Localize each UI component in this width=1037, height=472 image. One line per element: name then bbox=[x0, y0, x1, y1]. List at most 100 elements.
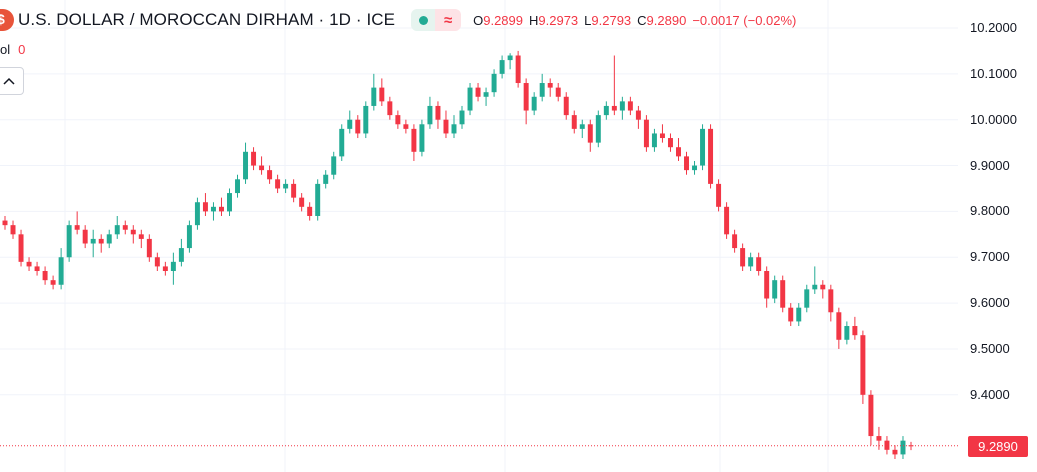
candle-body bbox=[339, 128, 345, 157]
candle-body bbox=[860, 335, 866, 395]
candle-body bbox=[307, 206, 313, 216]
candle-body bbox=[539, 83, 545, 97]
market-status-pill[interactable]: ≈ bbox=[411, 9, 462, 31]
low-label: L bbox=[584, 12, 592, 28]
candle-body bbox=[202, 202, 208, 212]
candle-body bbox=[563, 96, 569, 116]
candle-body bbox=[218, 206, 224, 212]
price-axis-tick-label: 9.7000 bbox=[970, 249, 1010, 265]
candle-body bbox=[106, 234, 112, 244]
candle-body bbox=[491, 73, 497, 93]
price-axis-tick-label: 9.6000 bbox=[970, 295, 1010, 311]
candle-body bbox=[363, 105, 369, 134]
candle-body bbox=[347, 119, 353, 129]
candle-body bbox=[467, 87, 473, 111]
candle-body bbox=[740, 248, 746, 267]
price-axis-tick-label: 10.0000 bbox=[970, 111, 1017, 127]
candle-body bbox=[58, 257, 64, 285]
candle-body bbox=[178, 248, 184, 262]
candle-body bbox=[716, 183, 722, 207]
candle-body bbox=[291, 183, 297, 198]
candle-body bbox=[788, 307, 794, 322]
symbol-logo: $ bbox=[0, 9, 14, 31]
candle-body bbox=[804, 289, 810, 308]
volume-legend: ol 0 bbox=[0, 42, 25, 57]
candle-body bbox=[876, 436, 882, 441]
open-label: O bbox=[473, 12, 484, 28]
candle-body bbox=[186, 225, 192, 249]
candle-body bbox=[146, 238, 152, 258]
symbol-title[interactable]: U.S. DOLLAR / MOROCCAN DIRHAM · 1D · ICE bbox=[18, 10, 396, 29]
candle-body bbox=[427, 105, 433, 125]
market-open-indicator[interactable] bbox=[411, 9, 436, 31]
candle-body bbox=[708, 128, 714, 184]
candle-body bbox=[26, 261, 32, 267]
candle-body bbox=[10, 225, 16, 235]
candle-body bbox=[259, 165, 265, 171]
candle-body bbox=[667, 138, 673, 148]
chart-header: $ U.S. DOLLAR / MOROCCAN DIRHAM · 1D · I… bbox=[0, 7, 796, 33]
candle-body bbox=[419, 124, 425, 152]
candle-body bbox=[523, 83, 529, 111]
candle-body bbox=[828, 289, 834, 313]
volume-value: 0 bbox=[18, 42, 26, 57]
candle-body bbox=[371, 87, 377, 106]
change-value: −0.0017 (−0.02%) bbox=[692, 12, 797, 28]
candle-body bbox=[756, 257, 762, 272]
candle-body bbox=[267, 170, 273, 180]
ohlc-values: O 9.2899 H 9.2973 L 9.2793 C 9.2890 −0.0017 … bbox=[467, 13, 796, 28]
candle-body bbox=[587, 124, 593, 143]
candle-body bbox=[724, 206, 730, 235]
candle-body bbox=[643, 119, 649, 148]
candle-body bbox=[772, 280, 778, 299]
candle-body bbox=[387, 101, 393, 116]
dollar-icon: $ bbox=[0, 11, 5, 27]
candle-body bbox=[684, 156, 689, 171]
candle-body bbox=[162, 266, 168, 272]
candle-body bbox=[18, 234, 24, 262]
candle-body bbox=[908, 445, 914, 447]
candle-body bbox=[82, 229, 88, 244]
candle-body bbox=[627, 101, 633, 111]
candle-body bbox=[283, 183, 289, 189]
candle-body bbox=[154, 257, 160, 267]
volume-label: ol bbox=[0, 42, 11, 57]
candle-body bbox=[235, 179, 240, 194]
candle-body bbox=[595, 115, 601, 143]
candle-body bbox=[748, 257, 754, 267]
candle-body bbox=[700, 128, 706, 166]
candle-body bbox=[451, 124, 457, 134]
candle-body bbox=[796, 307, 802, 322]
candle-body bbox=[315, 183, 321, 216]
candle-body bbox=[243, 151, 249, 180]
close-value: 9.2890 bbox=[646, 12, 687, 28]
candle-body bbox=[820, 284, 826, 290]
candle-body bbox=[379, 87, 385, 102]
candle-body bbox=[355, 119, 361, 134]
candle-body bbox=[852, 326, 858, 336]
candle-body bbox=[892, 449, 898, 455]
candle-body bbox=[732, 234, 738, 249]
candle-body bbox=[170, 261, 176, 272]
candle-body bbox=[275, 179, 281, 189]
candle-body bbox=[34, 266, 40, 272]
candle-body bbox=[2, 220, 8, 226]
candle-body bbox=[764, 271, 770, 299]
candle-body bbox=[299, 197, 305, 207]
candle-body bbox=[571, 115, 577, 129]
candle-body bbox=[66, 225, 72, 258]
collapse-legend-button[interactable] bbox=[0, 67, 24, 95]
candle-body bbox=[74, 225, 80, 230]
close-label: C bbox=[637, 12, 647, 28]
candle-body bbox=[323, 174, 329, 184]
low-value: 9.2793 bbox=[591, 12, 632, 28]
candle-body bbox=[812, 284, 818, 290]
price-axis-tick-label: 9.5000 bbox=[970, 340, 1010, 356]
candle-body bbox=[403, 124, 409, 129]
candle-body bbox=[611, 105, 617, 111]
status-dot-icon bbox=[418, 15, 428, 25]
candle-body bbox=[836, 312, 842, 340]
candle-body bbox=[515, 55, 521, 84]
delayed-data-icon[interactable]: ≈ bbox=[435, 9, 462, 31]
